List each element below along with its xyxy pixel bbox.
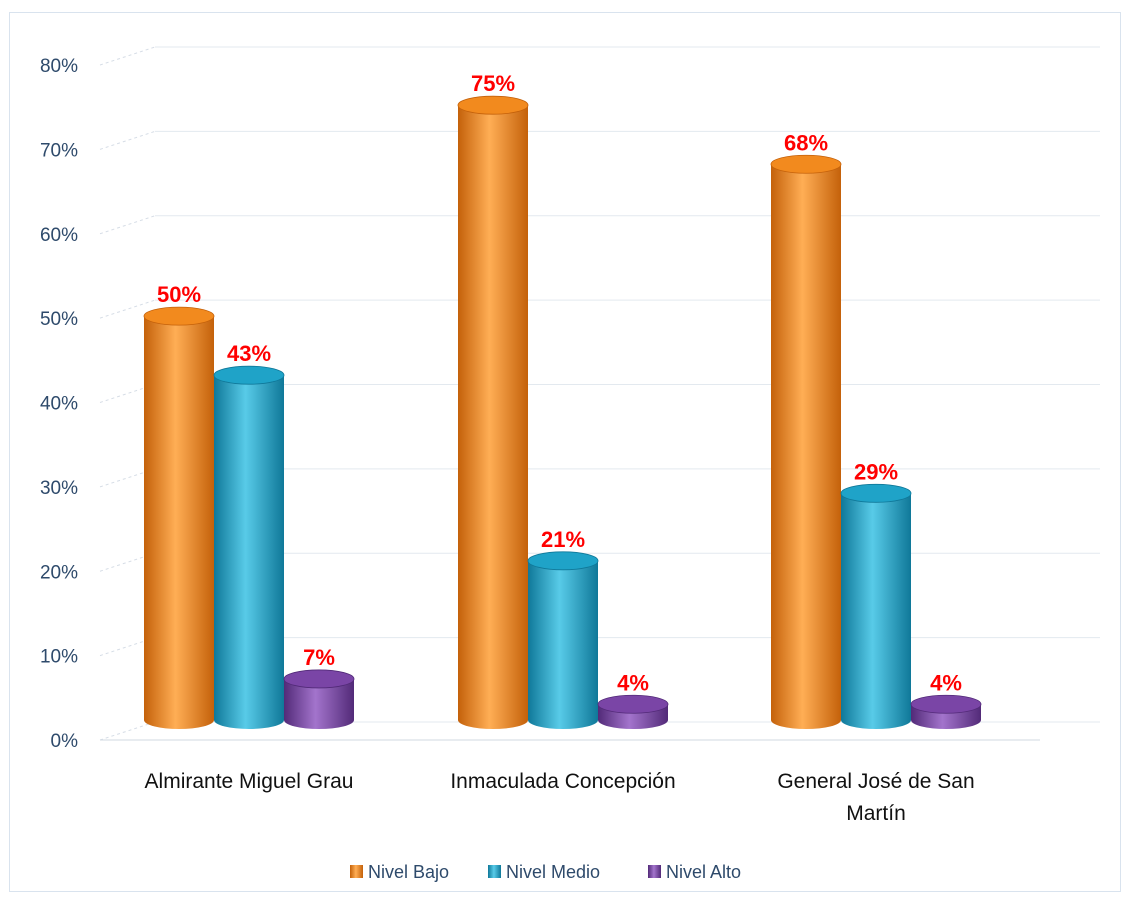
data-label: 50% (157, 282, 201, 307)
bar-nivel-medio (527, 551, 599, 729)
category-label: General José de San (777, 770, 974, 793)
gridline-side-5 (99, 299, 156, 319)
legend-item-nivel-medio: Nivel Medio (488, 862, 600, 882)
y-tick-label: 40% (40, 394, 78, 415)
bar-nivel-alto (283, 669, 355, 729)
bar-nivel-alto (597, 694, 669, 729)
bar-nivel-bajo (770, 154, 842, 729)
legend: Nivel Bajo Nivel Medio Nivel Alto (350, 862, 741, 882)
bar-nivel-bajo (143, 306, 215, 729)
y-tick-label: 0% (51, 731, 79, 752)
gridline-side-0 (99, 721, 156, 741)
data-label: 68% (784, 130, 828, 155)
data-label: 4% (930, 670, 962, 695)
data-labels-layer: 50% 43% 7% 75% 21% 4% 68% 29% 4% (157, 71, 962, 695)
bar-nivel-medio (213, 365, 285, 729)
legend-label: Nivel Medio (506, 862, 600, 882)
bars-layer (143, 95, 982, 729)
legend-item-nivel-alto: Nivel Alto (648, 862, 741, 882)
data-label: 43% (227, 341, 271, 366)
bar-nivel-medio (840, 483, 912, 729)
bar-nivel-bajo (457, 95, 529, 729)
category-label: Martín (846, 802, 906, 825)
legend-swatch (648, 865, 661, 878)
y-tick-label: 20% (40, 562, 78, 583)
y-tick-label: 70% (40, 140, 78, 161)
y-tick-label: 30% (40, 478, 78, 499)
data-label: 29% (854, 459, 898, 484)
category-label: Almirante Miguel Grau (145, 770, 354, 793)
legend-swatch (488, 865, 501, 878)
bar-nivel-alto (910, 694, 982, 729)
legend-swatch (350, 865, 363, 878)
legend-item-nivel-bajo: Nivel Bajo (350, 862, 449, 882)
y-tick-label: 10% (40, 647, 78, 668)
y-axis: 0% 10% 20% 30% 40% 50% 60% 70% 80% (40, 56, 78, 752)
data-label: 4% (617, 670, 649, 695)
data-label: 7% (303, 645, 335, 670)
chart-frame (9, 12, 1121, 892)
y-tick-label: 80% (40, 56, 78, 77)
data-label: 21% (541, 527, 585, 552)
y-tick-label: 60% (40, 225, 78, 246)
gridline-side-6 (99, 215, 156, 235)
y-tick-label: 50% (40, 309, 78, 330)
gridline-side-7 (99, 130, 156, 150)
gridline-side-8 (99, 46, 156, 66)
legend-label: Nivel Bajo (368, 862, 449, 882)
x-axis: Almirante Miguel Grau Inmaculada Concepci… (145, 770, 975, 825)
data-label: 75% (471, 71, 515, 96)
legend-label: Nivel Alto (666, 862, 741, 882)
category-label: Inmaculada Concepción (450, 770, 675, 793)
